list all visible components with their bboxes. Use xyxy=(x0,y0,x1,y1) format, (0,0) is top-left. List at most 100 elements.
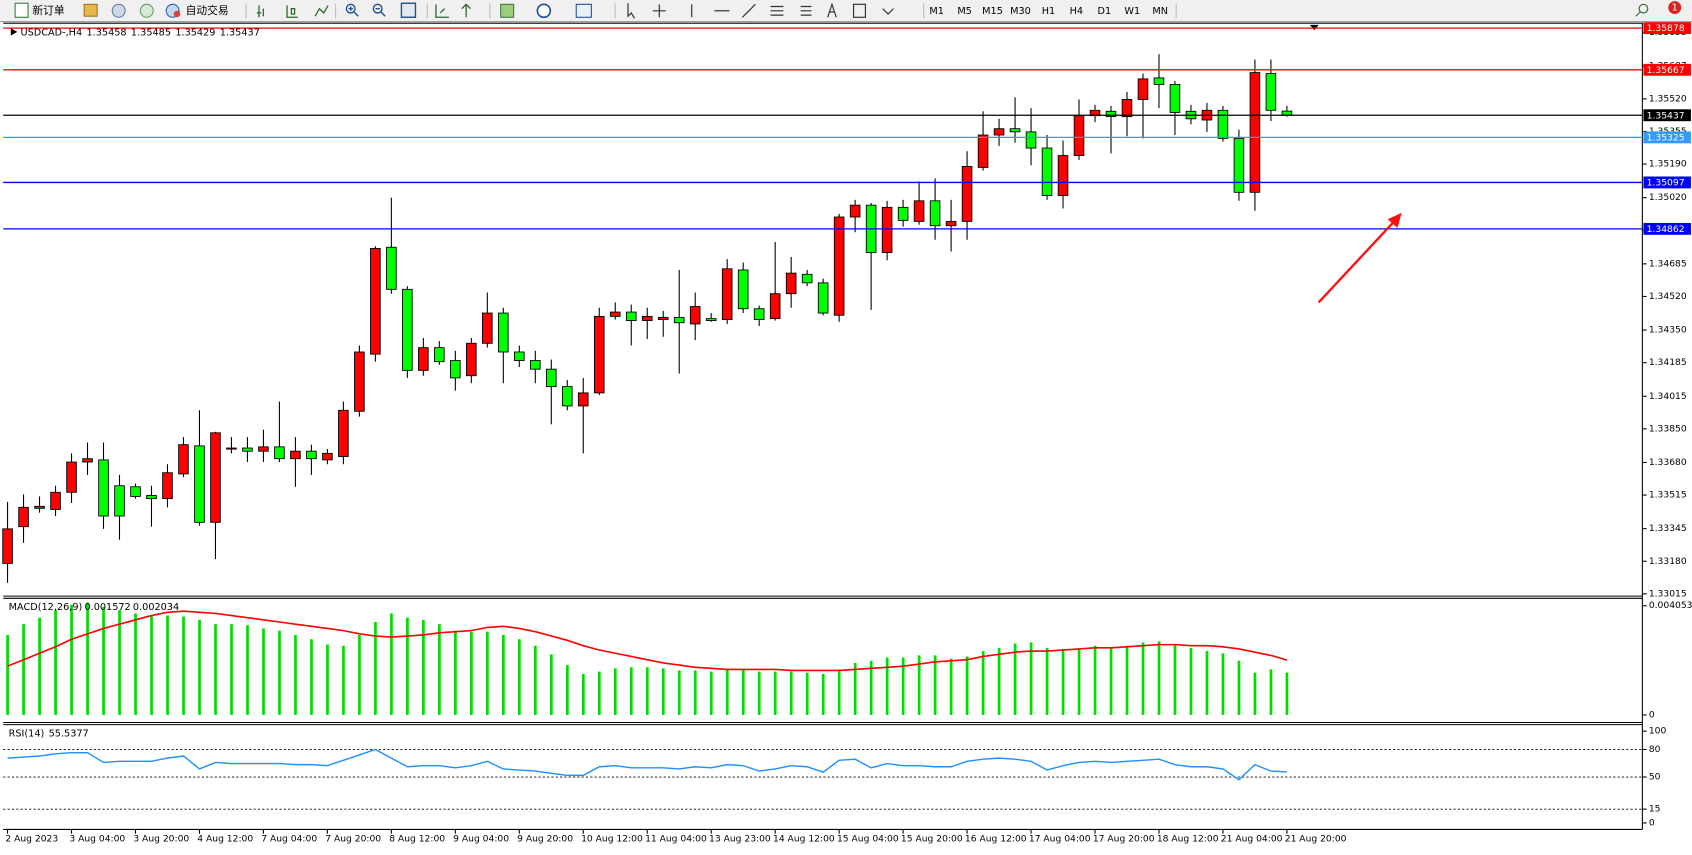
zoom-icons[interactable] xyxy=(345,2,417,18)
candle-body xyxy=(577,392,589,407)
candle-body xyxy=(354,351,365,412)
y-tick-label: 1.34685 xyxy=(1649,258,1687,269)
level-label-bg xyxy=(1643,222,1691,235)
candle-body xyxy=(897,206,909,221)
tool-icon[interactable] xyxy=(111,3,126,18)
candle-body xyxy=(82,458,93,463)
macd-bar xyxy=(1061,648,1065,715)
notification-badge[interactable] xyxy=(1668,1,1682,15)
timeframe-button[interactable]: M1 xyxy=(929,6,944,17)
macd-bar xyxy=(486,631,489,715)
indicator-value: 0.001572 xyxy=(84,602,130,613)
tool-icon[interactable] xyxy=(139,3,154,18)
auto-trading-button[interactable]: 自动交易 xyxy=(186,4,229,17)
macd-bar xyxy=(741,669,745,715)
candle-body xyxy=(18,506,29,528)
candle-body xyxy=(34,505,45,509)
drawing-tools[interactable] xyxy=(627,2,894,19)
y-tick-label: 1.35020 xyxy=(1649,192,1687,203)
macd-bar xyxy=(901,657,905,715)
y-tick-label: 0.004053 xyxy=(1649,600,1692,611)
macd-bar xyxy=(102,606,105,715)
macd-signal-line xyxy=(7,610,1288,672)
toolbar-separators xyxy=(245,3,1177,19)
macd-bar xyxy=(374,621,377,715)
candle-body xyxy=(402,288,413,371)
macd-bar xyxy=(1189,647,1193,715)
macd-header: MACD(12,26,9) 0.001572 0.002034 xyxy=(9,602,180,613)
candle-body xyxy=(913,200,925,222)
indicator-value: 55.5377 xyxy=(49,728,89,739)
candle-body xyxy=(705,318,717,322)
candle-body xyxy=(1121,99,1133,118)
macd-bar xyxy=(6,634,9,715)
x-tick-label: 3 Aug 20:00 xyxy=(133,834,189,845)
panel-borders xyxy=(3,22,1643,830)
candle-body xyxy=(593,315,605,394)
x-tick-label: 15 Aug 04:00 xyxy=(837,834,899,845)
macd-bar xyxy=(38,617,41,715)
periods-icon[interactable] xyxy=(536,3,552,19)
level-label: 1.35667 xyxy=(1647,65,1685,76)
candle-body xyxy=(2,528,13,564)
new-order-icon[interactable] xyxy=(14,2,29,18)
candle-body xyxy=(1153,77,1165,85)
timeframe-button[interactable]: H1 xyxy=(1042,6,1055,17)
macd-bar xyxy=(150,615,153,715)
macd-bar xyxy=(470,631,473,715)
macd-bar xyxy=(1013,643,1017,715)
timeframe-button[interactable]: D1 xyxy=(1098,6,1112,17)
macd-bar xyxy=(358,634,361,715)
timeframe-button[interactable]: M30 xyxy=(1010,6,1031,17)
x-tick-label: 21 Aug 20:00 xyxy=(1285,834,1347,845)
candle-body xyxy=(66,461,77,493)
macd-bar xyxy=(118,610,121,715)
y-tick-label: 1.33180 xyxy=(1649,556,1687,567)
macd-bar xyxy=(1205,651,1209,715)
y-tick-label: 80 xyxy=(1649,744,1661,755)
x-tick-label: 11 Aug 04:00 xyxy=(645,834,707,845)
y-tick-label: 1.34350 xyxy=(1649,325,1687,336)
candle-body xyxy=(641,315,653,322)
templates-icon[interactable] xyxy=(575,3,592,18)
rsi-line xyxy=(7,748,1287,781)
candle-body xyxy=(210,432,221,523)
candle-body xyxy=(130,486,141,497)
timeframe-button[interactable]: H4 xyxy=(1070,6,1083,17)
y-tick-label: 50 xyxy=(1649,772,1661,783)
candle-body xyxy=(545,368,557,388)
candle-body xyxy=(769,293,781,320)
macd-bar xyxy=(1141,642,1145,715)
candle-body xyxy=(418,347,429,371)
timeframe-button[interactable]: MN xyxy=(1152,6,1168,17)
macd-bar xyxy=(581,673,585,715)
macd-bar xyxy=(1285,672,1289,715)
candle-body xyxy=(977,134,989,168)
header-open: 1.35458 xyxy=(86,27,126,38)
tool-icon[interactable] xyxy=(83,3,98,17)
chart-type-icons[interactable] xyxy=(256,5,329,18)
macd-bar xyxy=(885,657,889,715)
timeframe-button[interactable]: M5 xyxy=(957,6,972,17)
macd-bar xyxy=(390,613,393,715)
candle-body xyxy=(386,246,397,290)
x-tick-label: 10 Aug 12:00 xyxy=(581,834,643,845)
timeframe-button[interactable]: W1 xyxy=(1124,6,1140,17)
navigation-icons[interactable] xyxy=(435,3,471,18)
x-tick-label: 17 Aug 20:00 xyxy=(1093,834,1155,845)
new-order-button[interactable]: 新订单 xyxy=(32,4,65,17)
candle-body xyxy=(961,166,973,222)
candle-body xyxy=(114,485,125,517)
symbol-marker xyxy=(10,28,18,36)
candle-body xyxy=(50,491,61,510)
timeframe-button[interactable]: M15 xyxy=(982,6,1003,17)
candle-body xyxy=(290,450,301,460)
candle-body xyxy=(833,216,845,316)
search-icon[interactable] xyxy=(1635,3,1649,17)
x-tick-label: 18 Aug 12:00 xyxy=(1157,834,1219,845)
macd-bar xyxy=(677,670,681,715)
level-label: 1.35097 xyxy=(1647,177,1685,188)
macd-bar xyxy=(725,669,729,715)
indicators-icon[interactable] xyxy=(500,3,515,18)
x-tick-label: 16 Aug 12:00 xyxy=(965,834,1027,845)
